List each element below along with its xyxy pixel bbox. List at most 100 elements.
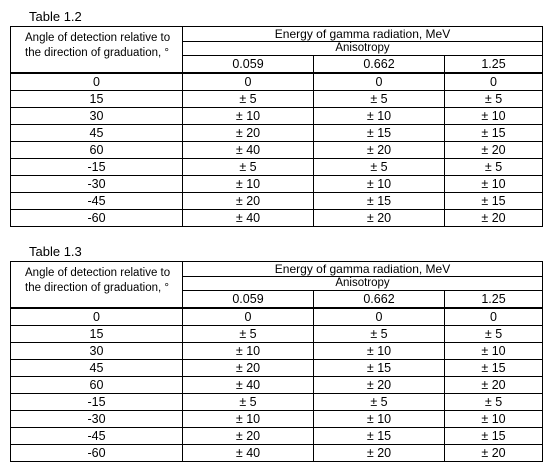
value-cell: ± 20	[443, 376, 544, 394]
value-cell: ± 5	[313, 158, 445, 176]
angle-cell: -45	[10, 192, 183, 210]
value-cell: ± 20	[313, 376, 445, 394]
value-cell: ± 10	[313, 342, 445, 360]
value-cell: ± 10	[182, 175, 314, 193]
angle-cell: 15	[10, 325, 183, 343]
table-row: -45 ± 20 ± 15 ± 15	[10, 427, 544, 445]
value-cell: ± 40	[182, 444, 314, 462]
angle-cell: 0	[10, 307, 183, 326]
table-row: 60 ± 40 ± 20 ± 20	[10, 376, 544, 394]
angle-cell: 60	[10, 141, 183, 159]
value-cell: ± 5	[182, 90, 314, 108]
energy-header: Energy of gamma radiation, MeV	[181, 26, 544, 42]
angle-cell: -60	[10, 444, 183, 462]
angle-column-header: Angle of detection relative to the direc…	[10, 26, 183, 74]
value-cell: ± 20	[182, 124, 314, 142]
table-row: 15 ± 5 ± 5 ± 5	[10, 90, 544, 108]
value-cell: ± 5	[313, 90, 445, 108]
table-row: -15 ± 5 ± 5 ± 5	[10, 158, 544, 176]
value-cell: ± 10	[443, 342, 544, 360]
value-cell: ± 5	[182, 158, 314, 176]
value-cell: ± 40	[182, 141, 314, 159]
value-cell: ± 15	[443, 192, 544, 210]
value-cell: ± 15	[443, 124, 544, 142]
angle-cell: -45	[10, 427, 183, 445]
table-row: 30 ± 10 ± 10 ± 10	[10, 107, 544, 125]
value-cell: ± 20	[182, 192, 314, 210]
energy-column-header: 0.059	[182, 55, 314, 74]
value-cell: ± 5	[182, 393, 314, 411]
value-cell: ± 15	[443, 427, 544, 445]
value-cell: ± 10	[182, 342, 314, 360]
angle-cell: -30	[10, 410, 183, 428]
energy-column-header: 1.25	[443, 290, 544, 309]
angle-cell: -15	[10, 393, 183, 411]
table-row: -30 ± 10 ± 10 ± 10	[10, 410, 544, 428]
value-cell: ± 10	[182, 410, 314, 428]
angle-cell: -15	[10, 158, 183, 176]
anisotropy-header: Anisotropy	[181, 276, 544, 291]
angle-cell: 15	[10, 90, 183, 108]
value-cell: 0	[443, 307, 544, 326]
angle-cell: 30	[10, 107, 183, 125]
angle-cell: -30	[10, 175, 183, 193]
value-cell: ± 5	[443, 325, 544, 343]
anisotropy-table: Angle of detection relative to the direc…	[10, 261, 544, 462]
table-row: -60 ± 40 ± 20 ± 20	[10, 209, 544, 227]
value-cell: ± 20	[182, 427, 314, 445]
angle-cell: 60	[10, 376, 183, 394]
table-row: -15 ± 5 ± 5 ± 5	[10, 393, 544, 411]
value-cell: ± 10	[313, 175, 445, 193]
angle-cell: -60	[10, 209, 183, 227]
angle-cell: 0	[10, 72, 183, 91]
value-cell: ± 15	[313, 192, 445, 210]
table-row: -30 ± 10 ± 10 ± 10	[10, 175, 544, 193]
angle-column-header: Angle of detection relative to the direc…	[10, 261, 183, 309]
energy-header: Energy of gamma radiation, MeV	[181, 261, 544, 277]
value-cell: 0	[313, 72, 445, 91]
table-row: 0 0 0 0	[10, 72, 544, 91]
value-cell: 0	[182, 72, 314, 91]
table-row: 0 0 0 0	[10, 307, 544, 326]
value-cell: ± 10	[313, 107, 445, 125]
value-cell: 0	[313, 307, 445, 326]
table-caption: Table 1.3	[29, 244, 82, 259]
value-cell: ± 20	[443, 209, 544, 227]
angle-cell: 30	[10, 342, 183, 360]
value-cell: ± 10	[443, 410, 544, 428]
value-cell: ± 5	[182, 325, 314, 343]
table-row: 45 ± 20 ± 15 ± 15	[10, 359, 544, 377]
value-cell: ± 5	[313, 325, 445, 343]
value-cell: ± 20	[182, 359, 314, 377]
value-cell: ± 10	[313, 410, 445, 428]
table-row: 30 ± 10 ± 10 ± 10	[10, 342, 544, 360]
value-cell: ± 40	[182, 376, 314, 394]
energy-column-header: 0.662	[313, 55, 445, 74]
value-cell: ± 15	[443, 359, 544, 377]
energy-column-header: 1.25	[443, 55, 544, 74]
value-cell: ± 20	[313, 209, 445, 227]
value-cell: ± 15	[313, 427, 445, 445]
table-row: -45 ± 20 ± 15 ± 15	[10, 192, 544, 210]
anisotropy-header: Anisotropy	[181, 41, 544, 56]
value-cell: ± 10	[443, 175, 544, 193]
value-cell: ± 20	[313, 141, 445, 159]
anisotropy-table: Angle of detection relative to the direc…	[10, 26, 544, 227]
value-cell: 0	[443, 72, 544, 91]
angle-cell: 45	[10, 359, 183, 377]
value-cell: 0	[182, 307, 314, 326]
value-cell: ± 20	[443, 444, 544, 462]
table-row: 15 ± 5 ± 5 ± 5	[10, 325, 544, 343]
value-cell: ± 20	[313, 444, 445, 462]
value-cell: ± 5	[313, 393, 445, 411]
value-cell: ± 40	[182, 209, 314, 227]
value-cell: ± 10	[443, 107, 544, 125]
table-row: 60 ± 40 ± 20 ± 20	[10, 141, 544, 159]
table-caption: Table 1.2	[29, 9, 82, 24]
table-row: -60 ± 40 ± 20 ± 20	[10, 444, 544, 462]
value-cell: ± 15	[313, 359, 445, 377]
table-row: 45 ± 20 ± 15 ± 15	[10, 124, 544, 142]
value-cell: ± 10	[182, 107, 314, 125]
value-cell: ± 5	[443, 90, 544, 108]
value-cell: ± 20	[443, 141, 544, 159]
